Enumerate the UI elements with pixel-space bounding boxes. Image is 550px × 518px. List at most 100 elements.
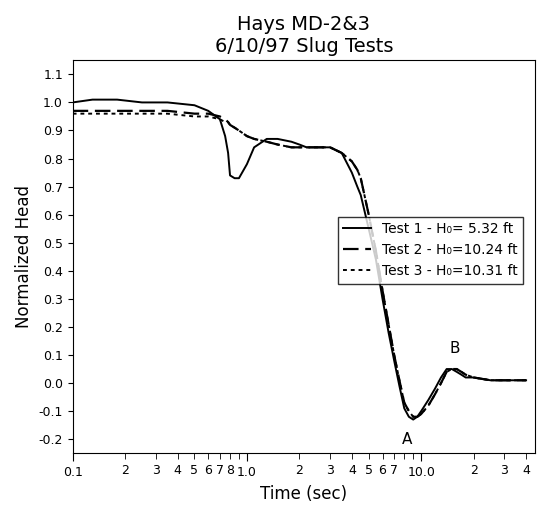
Test 1 - H₀= 5.32 ft xyxy=(449,366,455,372)
Test 3 - H₀=10.31 ft xyxy=(164,110,170,117)
Test 1 - H₀= 5.32 ft xyxy=(303,144,310,150)
Test 3 - H₀=10.31 ft xyxy=(89,110,96,117)
Test 2 - H₀=10.24 ft xyxy=(69,108,76,114)
Test 2 - H₀=10.24 ft xyxy=(263,139,270,145)
Test 2 - H₀=10.24 ft xyxy=(205,110,212,117)
Test 1 - H₀= 5.32 ft xyxy=(391,357,398,364)
Test 3 - H₀=10.31 ft xyxy=(401,399,408,406)
Text: A: A xyxy=(402,432,412,447)
Test 2 - H₀=10.24 ft xyxy=(410,414,416,420)
Test 1 - H₀= 5.32 ft xyxy=(288,139,295,145)
Test 1 - H₀= 5.32 ft xyxy=(244,161,250,167)
Test 2 - H₀=10.24 ft xyxy=(487,377,494,383)
Test 3 - H₀=10.31 ft xyxy=(396,377,403,383)
Test 3 - H₀=10.31 ft xyxy=(349,159,355,165)
Test 3 - H₀=10.31 ft xyxy=(425,402,432,409)
Test 3 - H₀=10.31 ft xyxy=(365,211,372,218)
Test 1 - H₀= 5.32 ft xyxy=(438,375,444,381)
Test 3 - H₀=10.31 ft xyxy=(449,366,455,372)
Test 3 - H₀=10.31 ft xyxy=(385,321,392,327)
Test 2 - H₀=10.24 ft xyxy=(373,248,380,254)
Test 2 - H₀=10.24 ft xyxy=(438,380,444,386)
Test 3 - H₀=10.31 ft xyxy=(443,369,450,375)
Test 2 - H₀=10.24 ft xyxy=(523,377,530,383)
Test 2 - H₀=10.24 ft xyxy=(401,399,408,406)
Test 1 - H₀= 5.32 ft xyxy=(354,183,361,190)
Line: Test 2 - H₀=10.24 ft: Test 2 - H₀=10.24 ft xyxy=(73,111,526,417)
Test 1 - H₀= 5.32 ft xyxy=(164,99,170,106)
Test 3 - H₀=10.31 ft xyxy=(327,144,333,150)
Test 2 - H₀=10.24 ft xyxy=(458,369,465,375)
Test 1 - H₀= 5.32 ft xyxy=(401,405,408,411)
Test 1 - H₀= 5.32 ft xyxy=(232,175,238,181)
Test 2 - H₀=10.24 ft xyxy=(222,116,228,122)
Test 3 - H₀=10.31 ft xyxy=(405,408,412,414)
Test 2 - H₀=10.24 ft xyxy=(303,144,310,150)
Test 1 - H₀= 5.32 ft xyxy=(358,192,364,198)
Test 1 - H₀= 5.32 ft xyxy=(414,414,421,420)
Test 3 - H₀=10.31 ft xyxy=(313,144,320,150)
Test 2 - H₀=10.24 ft xyxy=(296,144,303,150)
Test 3 - H₀=10.31 ft xyxy=(263,139,270,145)
Title: Hays MD-2&3
6/10/97 Slug Tests: Hays MD-2&3 6/10/97 Slug Tests xyxy=(214,15,393,56)
Test 2 - H₀=10.24 ft xyxy=(288,144,295,150)
Test 2 - H₀=10.24 ft xyxy=(89,108,96,114)
Test 1 - H₀= 5.32 ft xyxy=(296,141,303,148)
Test 2 - H₀=10.24 ft xyxy=(217,113,223,120)
Test 1 - H₀= 5.32 ft xyxy=(225,150,232,156)
Test 1 - H₀= 5.32 ft xyxy=(222,133,228,139)
Test 3 - H₀=10.31 ft xyxy=(338,150,345,156)
Test 2 - H₀=10.24 ft xyxy=(227,122,233,128)
Test 2 - H₀=10.24 ft xyxy=(414,414,421,420)
Test 3 - H₀=10.31 ft xyxy=(432,391,438,397)
Test 1 - H₀= 5.32 ft xyxy=(453,369,460,375)
Test 2 - H₀=10.24 ft xyxy=(225,119,232,125)
Test 1 - H₀= 5.32 ft xyxy=(443,366,450,372)
Test 3 - H₀=10.31 ft xyxy=(358,175,364,181)
Test 2 - H₀=10.24 ft xyxy=(432,391,438,397)
Y-axis label: Normalized Head: Normalized Head xyxy=(15,185,33,328)
Test 1 - H₀= 5.32 ft xyxy=(410,416,416,423)
Test 3 - H₀=10.31 ft xyxy=(414,414,421,420)
Test 3 - H₀=10.31 ft xyxy=(227,122,233,128)
Test 2 - H₀=10.24 ft xyxy=(139,108,145,114)
Test 1 - H₀= 5.32 ft xyxy=(470,375,477,381)
Test 3 - H₀=10.31 ft xyxy=(470,375,477,381)
Test 2 - H₀=10.24 ft xyxy=(354,167,361,173)
Test 2 - H₀=10.24 ft xyxy=(470,375,477,381)
Test 1 - H₀= 5.32 ft xyxy=(227,172,233,179)
Test 2 - H₀=10.24 ft xyxy=(443,369,450,375)
Test 2 - H₀=10.24 ft xyxy=(251,136,257,142)
Test 2 - H₀=10.24 ft xyxy=(338,150,345,156)
Test 2 - H₀=10.24 ft xyxy=(391,352,398,358)
Test 2 - H₀=10.24 ft xyxy=(453,366,460,372)
Test 1 - H₀= 5.32 ft xyxy=(487,377,494,383)
Test 1 - H₀= 5.32 ft xyxy=(432,385,438,392)
Test 2 - H₀=10.24 ft xyxy=(274,141,281,148)
Test 3 - H₀=10.31 ft xyxy=(379,287,386,294)
Test 3 - H₀=10.31 ft xyxy=(191,113,198,120)
Test 3 - H₀=10.31 ft xyxy=(139,110,145,117)
Test 1 - H₀= 5.32 ft xyxy=(217,116,223,122)
Test 2 - H₀=10.24 ft xyxy=(349,159,355,165)
Test 1 - H₀= 5.32 ft xyxy=(191,102,198,108)
Test 3 - H₀=10.31 ft xyxy=(274,141,281,148)
Test 2 - H₀=10.24 ft xyxy=(418,411,425,417)
Test 1 - H₀= 5.32 ft xyxy=(463,375,469,381)
Test 2 - H₀=10.24 ft xyxy=(114,108,120,114)
Test 1 - H₀= 5.32 ft xyxy=(458,371,465,378)
Line: Test 3 - H₀=10.31 ft: Test 3 - H₀=10.31 ft xyxy=(73,113,526,417)
Test 2 - H₀=10.24 ft xyxy=(463,371,469,378)
Test 1 - H₀= 5.32 ft xyxy=(405,414,412,420)
Test 3 - H₀=10.31 ft xyxy=(418,411,425,417)
Test 2 - H₀=10.24 ft xyxy=(313,144,320,150)
Test 1 - H₀= 5.32 ft xyxy=(327,144,333,150)
Test 1 - H₀= 5.32 ft xyxy=(418,408,425,414)
Test 2 - H₀=10.24 ft xyxy=(501,377,508,383)
Test 3 - H₀=10.31 ft xyxy=(235,127,242,134)
Test 1 - H₀= 5.32 ft xyxy=(235,175,242,181)
Test 2 - H₀=10.24 ft xyxy=(164,108,170,114)
Line: Test 1 - H₀= 5.32 ft: Test 1 - H₀= 5.32 ft xyxy=(73,99,526,420)
Test 1 - H₀= 5.32 ft xyxy=(523,377,530,383)
Test 1 - H₀= 5.32 ft xyxy=(263,136,270,142)
